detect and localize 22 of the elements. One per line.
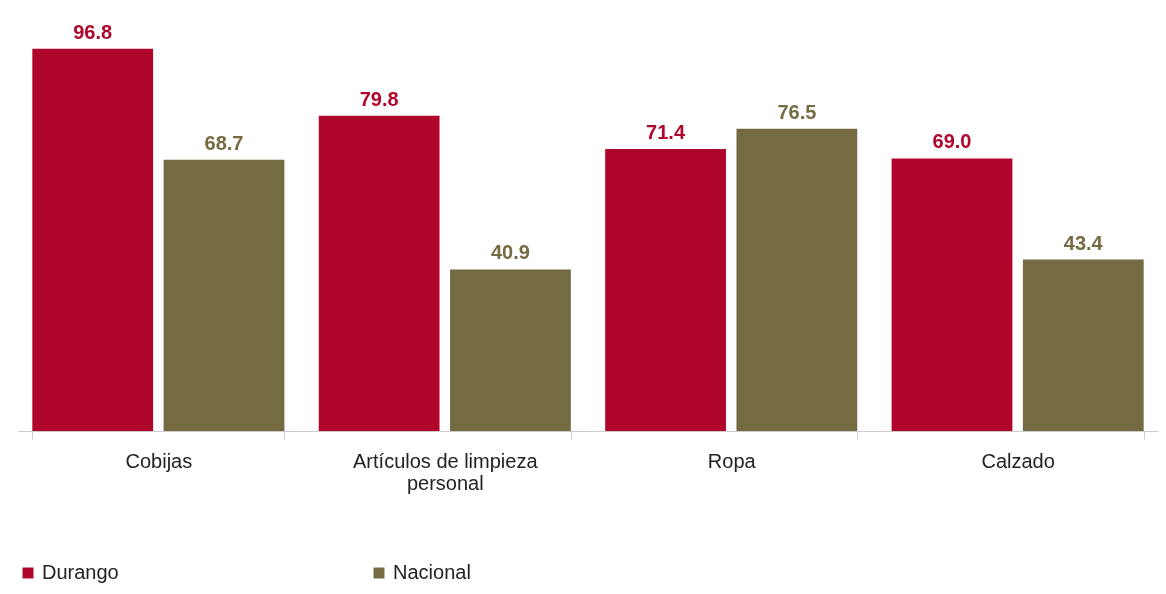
data-label: 69.0 <box>932 130 972 153</box>
bar <box>605 148 726 431</box>
legend-label: Nacional <box>393 561 471 583</box>
data-label: 96.8 <box>73 20 113 43</box>
x-tick-label: Ropa <box>707 449 757 472</box>
data-label: 43.4 <box>1063 231 1104 254</box>
data-label: 79.8 <box>359 87 399 110</box>
bar <box>163 159 285 431</box>
bar <box>1022 259 1144 431</box>
x-tick-label: Cobijas <box>125 449 193 472</box>
bar <box>32 48 154 431</box>
bar <box>318 115 440 431</box>
legend-label: Durango <box>42 561 119 583</box>
x-tick-label: Artículos de limpieza personal <box>353 449 539 494</box>
x-tick-label: Calzado <box>981 449 1055 472</box>
data-label: 40.9 <box>490 241 530 264</box>
data-label: 71.4 <box>646 120 686 143</box>
bar <box>450 269 571 431</box>
data-label: 68.7 <box>204 131 244 154</box>
bar <box>891 158 1013 431</box>
data-label: 76.5 <box>777 100 817 123</box>
bar <box>736 128 858 431</box>
